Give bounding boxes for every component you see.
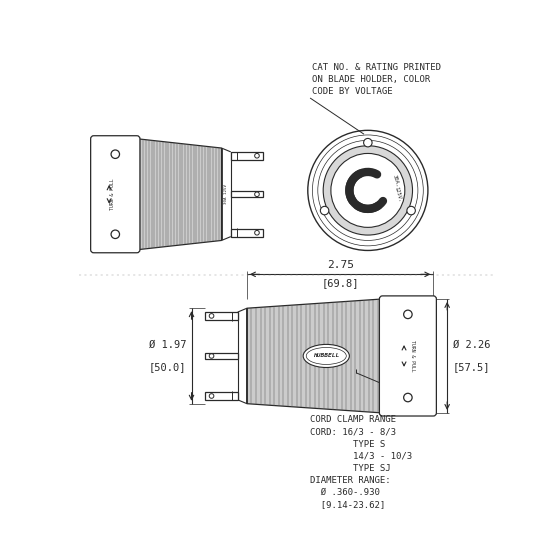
Circle shape bbox=[363, 138, 372, 147]
Text: Ø 2.26: Ø 2.26 bbox=[452, 340, 490, 350]
Text: [50.0]: [50.0] bbox=[148, 362, 186, 372]
Polygon shape bbox=[247, 299, 382, 413]
Ellipse shape bbox=[303, 344, 349, 367]
Circle shape bbox=[320, 206, 329, 215]
Text: 30A.: 30A. bbox=[391, 174, 400, 188]
Text: HUBBELL: HUBBELL bbox=[313, 353, 339, 358]
Text: CORD CLAMP RANGE
CORD: 16/3 - 8/3
        TYPE S
        14/3 - 10/3
        TYP: CORD CLAMP RANGE CORD: 16/3 - 8/3 TYPE S… bbox=[310, 416, 412, 509]
FancyBboxPatch shape bbox=[206, 312, 237, 320]
Text: [57.5]: [57.5] bbox=[452, 362, 490, 372]
FancyBboxPatch shape bbox=[231, 229, 263, 237]
Text: 125V.: 125V. bbox=[393, 186, 403, 203]
Circle shape bbox=[407, 206, 416, 215]
Circle shape bbox=[323, 146, 413, 235]
Text: CAT NO. & RATING PRINTED
ON BLADE HOLDER, COLOR
CODE BY VOLTAGE: CAT NO. & RATING PRINTED ON BLADE HOLDER… bbox=[312, 63, 441, 96]
Circle shape bbox=[331, 153, 405, 227]
Text: TURN & PULL: TURN & PULL bbox=[110, 179, 115, 210]
FancyBboxPatch shape bbox=[91, 136, 140, 253]
FancyBboxPatch shape bbox=[206, 353, 237, 359]
Text: 30A 125V: 30A 125V bbox=[224, 184, 228, 204]
Polygon shape bbox=[138, 139, 222, 250]
FancyBboxPatch shape bbox=[231, 152, 263, 160]
FancyBboxPatch shape bbox=[206, 392, 237, 400]
Text: Ø 1.97: Ø 1.97 bbox=[148, 340, 186, 350]
Text: TURN & PULL: TURN & PULL bbox=[410, 340, 415, 372]
Text: [69.8]: [69.8] bbox=[321, 278, 359, 288]
Text: 2.75: 2.75 bbox=[326, 260, 353, 270]
FancyBboxPatch shape bbox=[231, 191, 263, 197]
FancyBboxPatch shape bbox=[380, 296, 436, 416]
